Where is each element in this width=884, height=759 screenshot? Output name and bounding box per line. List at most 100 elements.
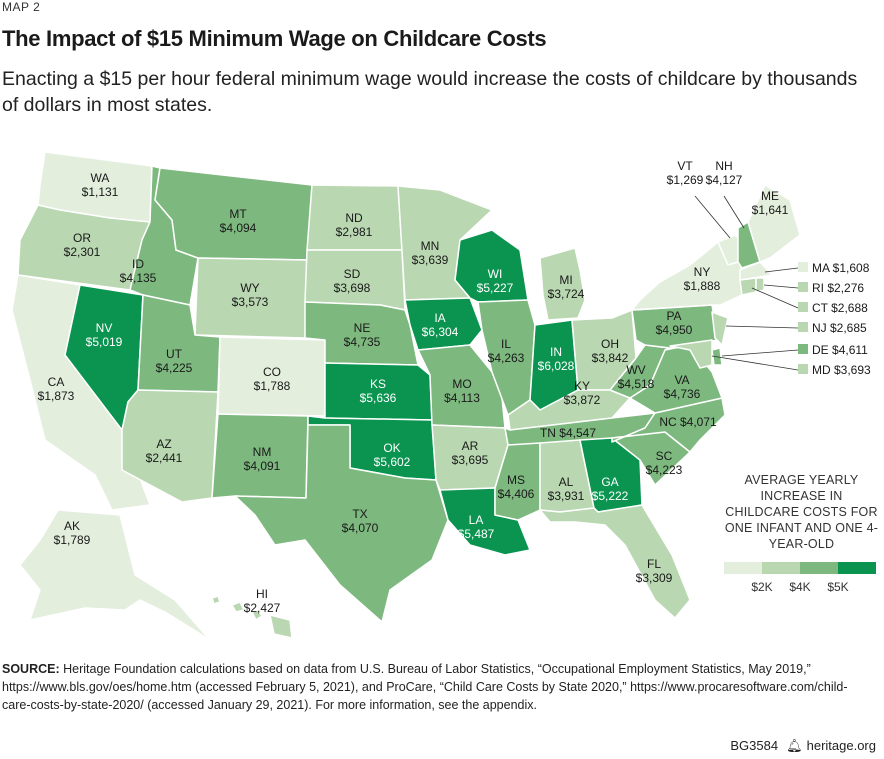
- page-subtitle: Enacting a $15 per hour federal minimum …: [2, 68, 858, 116]
- state-label-WY: WY $3,573: [232, 281, 269, 309]
- state-label-AK: AK $1,789: [54, 519, 91, 547]
- state-abbr-MO: MO: [452, 377, 471, 391]
- state-label-MO: MO $4,113: [444, 377, 480, 405]
- state-value-WY: $3,573: [232, 295, 269, 309]
- state-abbr-NC: NC $4,071: [659, 415, 717, 429]
- state-abbr-ID: ID: [132, 257, 144, 271]
- state-label-NE: NE $4,735: [344, 321, 381, 349]
- state-value-PA: $4,950: [656, 323, 693, 337]
- state-value-ND: $2,981: [336, 225, 373, 239]
- state-abbr-OR: OR: [73, 231, 91, 245]
- state-value-TX: $4,070: [342, 521, 379, 535]
- state-value-MN: $3,639: [412, 253, 449, 267]
- state-abbr-WY: WY: [240, 281, 259, 295]
- leader-vt: [694, 195, 731, 239]
- state-abbr-PA: PA: [666, 309, 681, 323]
- state-value-MO: $4,113: [444, 391, 480, 405]
- state-value-SC: $4,223: [646, 463, 683, 477]
- state-label-ND: ND $2,981: [336, 211, 373, 239]
- state-value-AZ: $2,441: [146, 451, 183, 465]
- state-value-CA: $1,873: [38, 389, 75, 403]
- state-label-NH: NH $4,127: [706, 159, 743, 187]
- state-value-AR: $3,695: [452, 453, 489, 467]
- swatch-ct: [798, 302, 808, 312]
- leader-ct: [751, 287, 799, 309]
- state-abbr-MI: MI: [559, 273, 572, 287]
- label-NJ: NJ $2,685: [812, 321, 867, 335]
- state-abbr-HI: HI: [256, 587, 268, 601]
- state-abbr-CA: CA: [48, 375, 65, 389]
- state-abbr-NH: NH: [715, 159, 732, 173]
- label-MA: MA $1,608: [812, 261, 870, 275]
- state-abbr-KS: KS: [370, 377, 386, 391]
- state-label-OR: OR $2,301: [64, 231, 101, 259]
- state-label-IL: IL $4,263: [488, 337, 525, 365]
- state-label-SD: SD $3,698: [334, 267, 371, 295]
- state-label-MT: MT $4,094: [220, 207, 257, 235]
- state-label-NC: NC $4,071: [659, 415, 717, 429]
- state-value-MS: $4,406: [498, 487, 535, 501]
- state-label-MS: MS $4,406: [498, 473, 535, 501]
- state-abbr-MT: MT: [229, 207, 247, 221]
- state-value-IA: $6,304: [422, 325, 459, 339]
- footer: BG3584 🔔︎ heritage.org: [730, 738, 876, 754]
- state-label-LA: LA $5,487: [458, 513, 495, 541]
- state-abbr-UT: UT: [166, 347, 183, 361]
- state-abbr-NV: NV: [96, 321, 113, 335]
- state-abbr-TN: TN $4,547: [540, 426, 596, 440]
- state-value-KY: $3,872: [564, 393, 601, 407]
- state-label-IN: IN $6,028: [538, 345, 575, 373]
- swatch-ma: [798, 262, 808, 272]
- swatch-ri: [798, 282, 808, 292]
- state-WV: [609, 344, 671, 399]
- state-AK: [19, 509, 211, 640]
- state-label-ID: ID $4,135: [120, 257, 157, 285]
- state-label-AZ: AZ $2,441: [146, 437, 183, 465]
- state-abbr-TX: TX: [352, 507, 367, 521]
- state-value-NE: $4,735: [344, 335, 381, 349]
- swatch-de: [798, 344, 808, 354]
- swatch-md: [798, 364, 808, 374]
- state-value-LA: $5,487: [458, 527, 495, 541]
- state-label-WI: WI $5,227: [477, 267, 514, 295]
- state-label-WV: WV $4,518: [618, 363, 655, 391]
- state-MD: [669, 339, 713, 369]
- state-abbr-AZ: AZ: [156, 437, 171, 451]
- scale-label-4k: $4K: [789, 580, 811, 594]
- state-value-VA: $4,736: [664, 387, 701, 401]
- state-label-TX: TX $4,070: [342, 507, 379, 535]
- state-abbr-WV: WV: [626, 363, 645, 377]
- state-RI: [755, 277, 765, 293]
- state-value-UT: $4,225: [156, 361, 193, 375]
- state-label-VA: VA $4,736: [664, 373, 701, 401]
- state-label-VT: VT $1,269: [667, 159, 704, 187]
- state-TX: [234, 424, 449, 623]
- label-RI: RI $2,276: [812, 281, 864, 295]
- state-FL: [539, 504, 691, 619]
- state-value-NH: $4,127: [706, 173, 743, 187]
- state-value-NM: $4,091: [244, 459, 281, 473]
- scale-label-2k: $2K: [751, 580, 773, 594]
- state-label-OK: OK $5,602: [374, 441, 411, 469]
- scale-step-4: [838, 562, 876, 574]
- state-label-NY: NY $1,888: [684, 265, 721, 293]
- state-abbr-NY: NY: [694, 265, 711, 279]
- state-abbr-AK: AK: [64, 519, 80, 533]
- state-value-IN: $6,028: [538, 359, 575, 373]
- site-link[interactable]: heritage.org: [806, 738, 876, 753]
- state-NJ: [711, 311, 729, 346]
- state-value-MT: $4,094: [220, 221, 257, 235]
- state-abbr-ME: ME: [761, 189, 779, 203]
- state-label-WA: WA $1,131: [82, 171, 119, 199]
- state-label-HI: HI $2,427: [244, 587, 281, 615]
- state-label-AR: AR $3,695: [452, 439, 489, 467]
- state-label-ME: ME $1,641: [752, 189, 789, 217]
- state-label-NV: NV $5,019: [86, 321, 123, 349]
- state-abbr-IL: IL: [501, 337, 511, 351]
- state-abbr-KY: KY: [574, 379, 590, 393]
- source-text: Heritage Foundation calculations based o…: [2, 662, 848, 712]
- state-value-ME: $1,641: [752, 203, 789, 217]
- state-abbr-IA: IA: [434, 311, 445, 325]
- state-label-PA: PA $4,950: [656, 309, 693, 337]
- legend-title: AVERAGE YEARLY INCREASE IN CHILDCARE COS…: [724, 473, 879, 551]
